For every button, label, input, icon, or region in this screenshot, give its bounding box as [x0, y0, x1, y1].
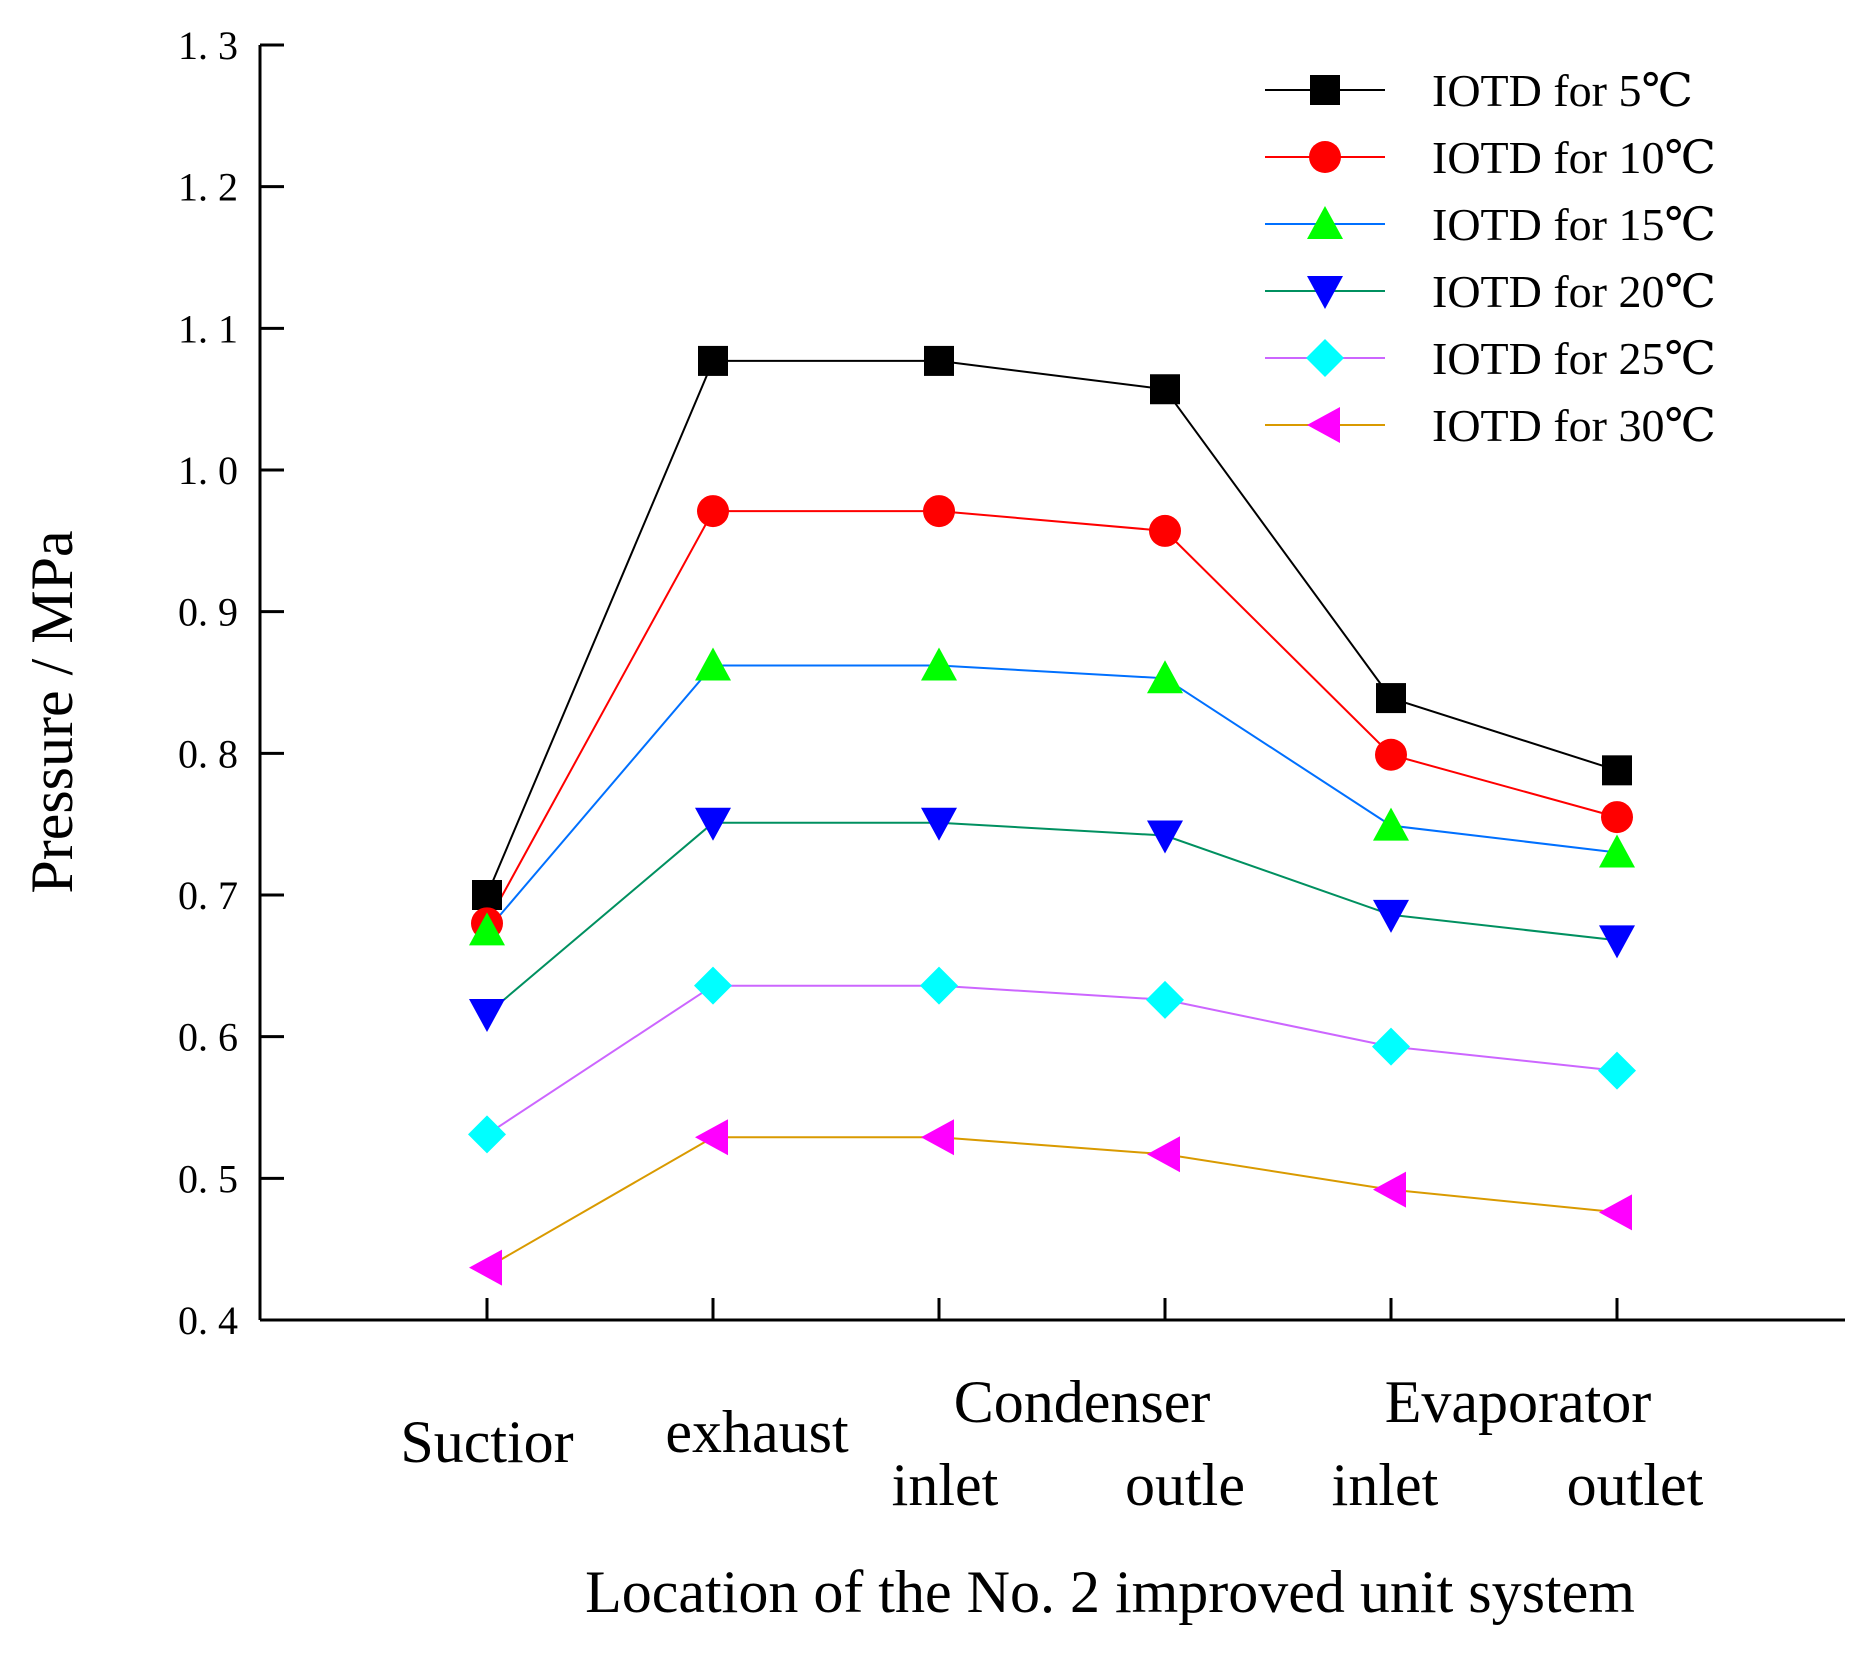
data-point	[695, 1119, 728, 1156]
series-line	[486, 984, 1618, 1136]
data-point	[1146, 980, 1184, 1019]
legend-label: IOTD for 15℃	[1432, 199, 1716, 250]
data-point	[695, 807, 731, 841]
series-markers	[468, 345, 1636, 1286]
data-point	[1373, 899, 1409, 933]
data-point	[1147, 820, 1183, 854]
y-tick-label: 0. 6	[178, 1015, 238, 1060]
data-point	[1147, 1136, 1180, 1173]
legend-label: IOTD for 10℃	[1432, 132, 1716, 183]
data-point	[469, 999, 505, 1032]
data-point	[1373, 807, 1409, 841]
data-point	[920, 966, 958, 1005]
data-point	[924, 345, 954, 376]
data-point	[698, 345, 728, 376]
data-point	[1150, 374, 1180, 405]
y-tick-label: 1. 0	[178, 448, 238, 493]
series-line	[486, 510, 1618, 924]
y-axis-title: Pressure / MPa	[19, 530, 85, 893]
y-tick-label: 0. 7	[178, 873, 238, 918]
y-tick-label: 0. 9	[178, 590, 238, 635]
x-group-label: Condenser	[954, 1369, 1211, 1435]
data-point	[1376, 683, 1406, 714]
axes: 0. 4 0. 5 0. 6 0. 7 0. 8 0. 9 1. 0 1. 1 1. 2 1. 3…	[178, 23, 1845, 1518]
y-tick-label: 1. 2	[178, 165, 238, 210]
x-tick-label: outle	[1125, 1452, 1245, 1518]
x-tick-label: outlet	[1567, 1452, 1704, 1518]
data-point	[921, 807, 957, 841]
legend-marker	[1307, 206, 1343, 239]
y-tick-label: 1. 1	[178, 306, 238, 351]
data-point	[1601, 801, 1633, 834]
data-point	[1599, 1194, 1632, 1231]
series-lines	[486, 359, 1618, 1269]
data-point	[695, 647, 731, 681]
legend: IOTD for 5℃ IOTD for 10℃ IOTD for 15℃ IOTD …	[1265, 65, 1716, 451]
data-point	[1147, 660, 1183, 694]
data-point	[1375, 738, 1407, 771]
data-point	[1599, 925, 1635, 959]
data-point	[1598, 1051, 1636, 1090]
legend-label: IOTD for 20℃	[1432, 266, 1716, 317]
data-point	[697, 495, 729, 528]
legend-marker	[1310, 75, 1340, 105]
data-point	[1373, 1171, 1406, 1208]
data-point	[1599, 834, 1635, 868]
x-tick-label: inlet	[892, 1452, 999, 1518]
legend-marker	[1309, 141, 1341, 173]
x-tick-label: exhaust	[665, 1399, 849, 1465]
data-point	[923, 495, 955, 528]
data-point	[1372, 1027, 1410, 1066]
x-tick-label: Suctior	[400, 1409, 573, 1475]
series-line	[486, 664, 1618, 932]
legend-marker	[1307, 407, 1340, 443]
data-point	[921, 1119, 954, 1156]
legend-label: IOTD for 30℃	[1432, 400, 1716, 451]
series-line	[486, 821, 1618, 1015]
data-point	[1149, 514, 1181, 547]
data-point	[921, 647, 957, 681]
legend-marker	[1307, 276, 1343, 309]
y-tick-label: 0. 5	[178, 1156, 238, 1201]
legend-label: IOTD for 25℃	[1432, 333, 1716, 384]
y-tick-label: 0. 4	[178, 1298, 238, 1343]
series-line	[486, 359, 1618, 896]
x-axis-title: Location of the No. 2 improved unit syst…	[585, 1559, 1635, 1625]
x-group-label: Evaporator	[1385, 1369, 1652, 1435]
data-point	[469, 1249, 502, 1286]
y-tick-label: 0. 8	[178, 731, 238, 776]
data-point	[469, 912, 505, 946]
legend-label: IOTD for 5℃	[1432, 65, 1693, 116]
x-tick-label: inlet	[1332, 1452, 1439, 1518]
series-line	[486, 1136, 1618, 1269]
y-tick-label: 1. 3	[178, 23, 238, 68]
data-point	[694, 966, 732, 1005]
data-point	[468, 1115, 506, 1154]
data-point	[1602, 755, 1632, 786]
data-point	[472, 880, 502, 910]
legend-marker	[1306, 339, 1344, 377]
